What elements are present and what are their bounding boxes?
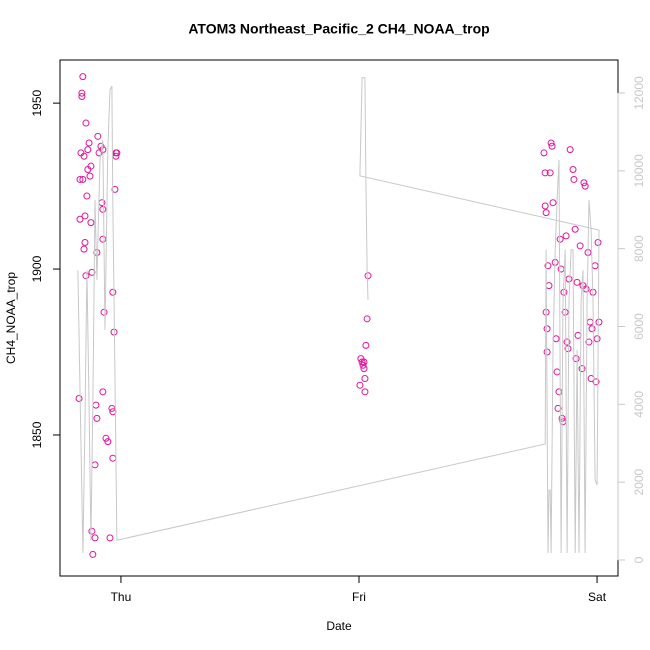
data-point — [571, 225, 579, 233]
data-point — [546, 169, 554, 177]
data-point — [106, 534, 114, 542]
data-point — [594, 239, 602, 247]
data-point — [564, 345, 572, 353]
data-point — [80, 152, 88, 160]
data-point — [94, 132, 102, 140]
data-point — [356, 381, 364, 389]
data-point — [89, 550, 97, 558]
data-point — [88, 527, 96, 535]
data-point — [541, 169, 549, 177]
data-point — [363, 315, 371, 323]
y-tick-label: 1900 — [30, 255, 44, 282]
data-point — [593, 335, 601, 343]
data-point — [547, 139, 555, 147]
data-point — [82, 119, 90, 127]
data-point — [87, 162, 95, 170]
data-point — [99, 235, 107, 243]
data-point — [81, 212, 89, 220]
data-point — [358, 358, 366, 366]
x-tick-label: Fri — [352, 590, 366, 604]
data-point — [78, 89, 86, 97]
data-point — [359, 361, 367, 369]
data-point — [79, 73, 87, 81]
data-point — [361, 375, 369, 383]
altitude-line — [77, 77, 600, 554]
data-point — [83, 192, 91, 200]
data-point — [93, 414, 101, 422]
data-point — [563, 338, 571, 346]
data-point — [76, 175, 84, 183]
data-point — [104, 438, 112, 446]
data-point — [100, 308, 108, 316]
data-point — [556, 235, 564, 243]
data-point — [540, 149, 548, 157]
data-point — [81, 239, 89, 247]
data-point — [580, 179, 588, 187]
data-point — [88, 268, 96, 276]
y2-tick-label: 4000 — [632, 391, 646, 418]
data-point — [585, 338, 593, 346]
data-point — [84, 146, 92, 154]
data-point — [541, 202, 549, 210]
data-point — [91, 534, 99, 542]
y2-tick-label: 8000 — [632, 235, 646, 262]
y2-tick-label: 6000 — [632, 313, 646, 340]
data-point — [595, 318, 603, 326]
data-point — [76, 215, 84, 223]
y2-tick-label: 10000 — [632, 154, 646, 188]
y-tick-label: 1950 — [30, 89, 44, 116]
data-point — [109, 288, 117, 296]
data-point — [360, 365, 368, 373]
data-point — [570, 175, 578, 183]
data-point — [364, 272, 372, 280]
data-point — [75, 394, 83, 402]
data-point — [87, 219, 95, 227]
data-point — [86, 172, 94, 180]
y-tick-label: 1850 — [30, 421, 44, 448]
x-tick-label: Thu — [111, 590, 132, 604]
y2-tick-label: 12000 — [632, 76, 646, 110]
x-tick-label: Sat — [588, 590, 607, 604]
y-axis-label: CH4_NOAA_trop — [4, 272, 18, 364]
data-point — [85, 139, 93, 147]
data-point — [113, 149, 121, 157]
data-point — [565, 275, 573, 283]
data-point — [592, 378, 600, 386]
y2-tick-label: 2000 — [632, 469, 646, 496]
data-point — [548, 142, 556, 150]
data-point — [79, 175, 87, 183]
data-point — [93, 248, 101, 256]
data-point — [588, 325, 596, 333]
data-point — [99, 388, 107, 396]
data-point — [360, 358, 368, 366]
data-point — [99, 205, 107, 213]
data-point — [581, 182, 589, 190]
y2-tick-label: 0 — [632, 556, 646, 563]
data-point — [82, 272, 90, 280]
data-point — [542, 209, 550, 217]
data-point — [78, 93, 86, 101]
data-point — [362, 341, 370, 349]
data-point — [573, 278, 581, 286]
data-point — [554, 404, 562, 412]
data-point — [566, 146, 574, 154]
x-axis-label: Date — [326, 619, 352, 633]
data-point — [80, 245, 88, 253]
data-point — [544, 262, 552, 270]
data-point — [361, 388, 369, 396]
data-point — [111, 185, 119, 193]
data-point — [549, 199, 557, 207]
chart-title: ATOM3 Northeast_Pacific_2 CH4_NOAA_trop — [188, 21, 489, 37]
data-point — [578, 365, 586, 373]
data-point — [572, 355, 580, 363]
data-point — [576, 242, 584, 250]
data-point — [562, 232, 570, 240]
data-point — [569, 166, 577, 174]
